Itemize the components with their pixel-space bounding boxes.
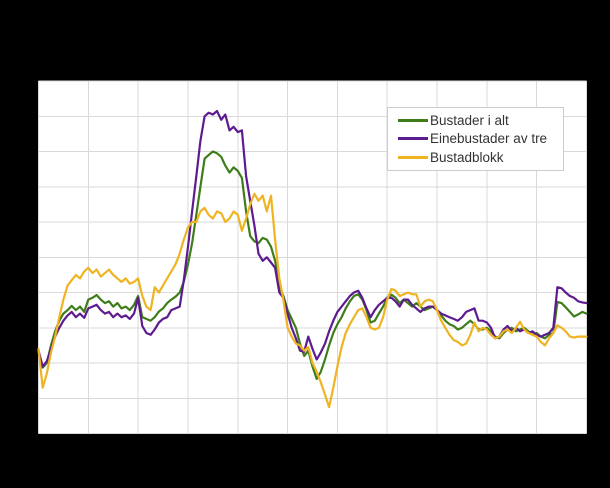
legend-item-label: Bustadblokk	[430, 149, 504, 165]
legend-item-label: Bustader i alt	[430, 112, 509, 128]
legend-line-swatch	[398, 156, 428, 160]
legend-line-swatch	[398, 137, 428, 141]
legend-line-swatch	[398, 118, 428, 122]
chart-legend: Bustader i alt Einebustader av tre Busta…	[387, 107, 564, 171]
legend-item-bustadblokk[interactable]: Bustadblokk	[398, 149, 563, 167]
legend-item-bustader-i-alt[interactable]: Bustader i alt	[398, 111, 563, 129]
legend-item-einebustader-av-tre[interactable]: Einebustader av tre	[398, 130, 563, 148]
legend-item-label: Einebustader av tre	[430, 131, 548, 147]
